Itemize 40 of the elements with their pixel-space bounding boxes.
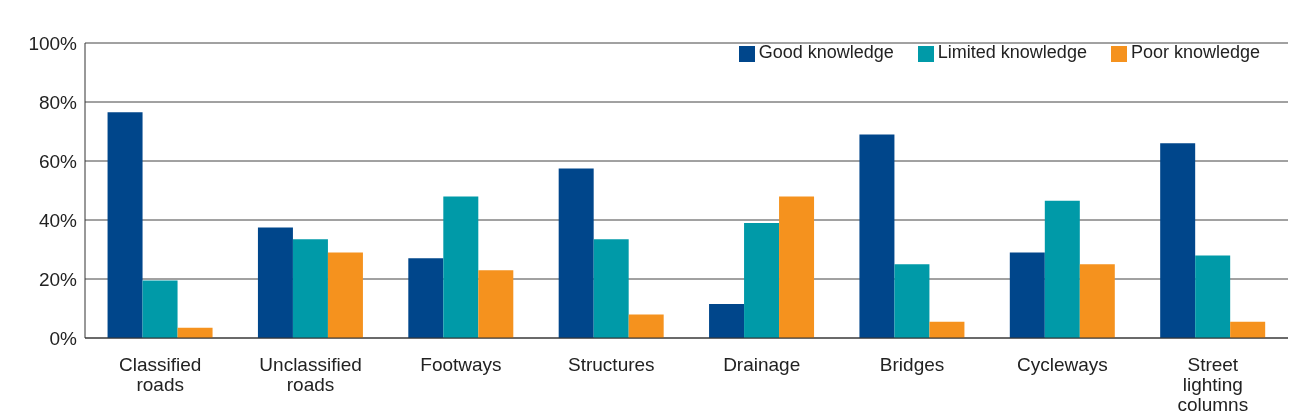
bar [929, 321, 965, 338]
bar [744, 222, 780, 338]
bar [142, 280, 178, 338]
bar [1160, 143, 1196, 338]
x-tick-label: Drainage [723, 354, 801, 376]
bar [859, 134, 895, 338]
x-tick-label: Structures [568, 354, 655, 376]
bar [1044, 200, 1080, 338]
legend-label: Poor knowledge [1130, 42, 1260, 62]
bar [257, 227, 293, 338]
y-tick-label: 60% [38, 150, 78, 172]
bar [628, 314, 664, 338]
y-tick-label: 80% [38, 91, 78, 113]
bar [709, 304, 745, 338]
x-tick-label: Footways [420, 354, 502, 376]
bar [292, 239, 328, 338]
bar [779, 196, 815, 338]
bar [1195, 255, 1231, 338]
bar [1230, 321, 1266, 338]
legend-label: Limited knowledge [937, 42, 1087, 62]
bar [443, 196, 479, 338]
bar [408, 258, 444, 338]
bar [1079, 264, 1115, 338]
bar [593, 239, 629, 338]
y-tick-label: 100% [28, 32, 78, 54]
bar [1009, 252, 1045, 338]
y-tick-label: 0% [49, 327, 78, 349]
bar [478, 270, 514, 338]
x-tick-label: Unclassified roads [259, 354, 362, 396]
y-tick-label: 40% [38, 209, 78, 231]
x-tick-label: Cycleways [1017, 354, 1108, 376]
x-tick-label: Street lighting columns [1177, 354, 1249, 415]
x-tick-label: Bridges [879, 354, 945, 376]
y-tick-label: 20% [38, 268, 78, 290]
bar [107, 112, 143, 338]
legend-label: Good knowledge [758, 42, 894, 62]
x-tick-label: Classified roads [119, 354, 202, 396]
bar [327, 252, 363, 338]
bar [894, 264, 930, 338]
bar [558, 168, 594, 338]
